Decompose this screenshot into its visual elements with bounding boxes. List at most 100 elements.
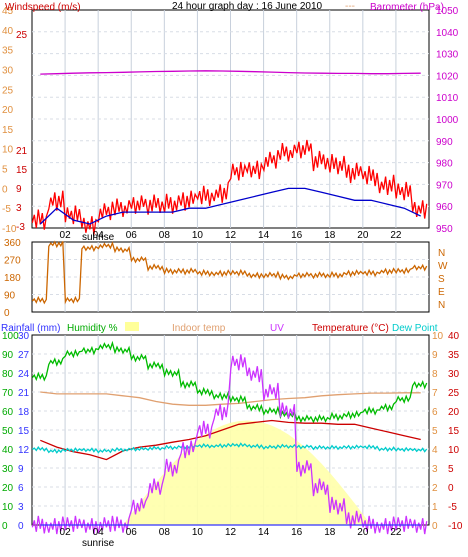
windspeed-tick-label: 30 [2, 65, 14, 76]
uv-tick-label: 8 [432, 369, 438, 380]
humidity-tick-label: 50 [2, 426, 14, 437]
x-tick-label: 08 [159, 527, 171, 538]
direction-tick-label: 180 [4, 273, 21, 284]
barometer-tick-label: 1050 [436, 6, 459, 17]
sunlight-area [123, 420, 372, 525]
windspeed-tick-label: 20 [2, 105, 14, 116]
barometer-tick-label: 1040 [436, 28, 459, 39]
temperature-tick-label: 15 [448, 426, 460, 437]
windspeed-tick-label: 15 [2, 125, 14, 136]
direction-tick-label: 360 [4, 238, 21, 249]
legend-rainfall: Rainfall (mm) [1, 323, 60, 334]
temperature-tick-label: -10 [448, 521, 463, 532]
x-tick-label: 20 [357, 230, 369, 241]
x-tick-label: 16 [291, 230, 303, 241]
legend-sun-swatch [125, 322, 139, 331]
barometer-tick-label: 990 [436, 137, 453, 148]
avg-wind-line [39, 187, 421, 225]
uv-line [31, 354, 428, 535]
uv-tick-label: 7 [432, 388, 438, 399]
x-tick-label: 08 [159, 230, 171, 241]
rain-tick-label: 3 [18, 502, 24, 513]
barometer-tick-label: 1020 [436, 71, 459, 82]
temperature-tick-label: 35 [448, 350, 460, 361]
legend-uv: UV [270, 323, 284, 334]
compass-label: E [438, 287, 445, 298]
windspeed-tick-label: 25 [2, 85, 14, 96]
temperature-tick-label: 0 [448, 483, 454, 494]
x-tick-label: 10 [192, 230, 204, 241]
rain-tick-label: 30 [18, 331, 30, 342]
temperature-line [40, 419, 421, 461]
sunrise-label-top: sunrise [82, 232, 115, 243]
barometer-tick-label: 1000 [436, 115, 459, 126]
rain-tick-label: 21 [18, 388, 30, 399]
x-tick-label: 04 [93, 527, 105, 538]
rain-tick-label: 18 [18, 407, 30, 418]
x-tick-label: 20 [357, 527, 369, 538]
humidity-tick-label: 20 [2, 483, 14, 494]
rain-tick-label: 0 [18, 521, 24, 532]
humidity-tick-label: 10 [2, 502, 14, 513]
barometer-tick-label: 1010 [436, 93, 459, 104]
windspeed-alt-tick-label: 9 [16, 184, 22, 195]
barometer-tick-label: 1030 [436, 50, 459, 61]
rain-tick-label: 12 [18, 445, 30, 456]
windspeed-tick-label: 35 [2, 46, 14, 57]
temperature-tick-label: 20 [448, 407, 460, 418]
rain-tick-label: 9 [18, 464, 24, 475]
x-tick-label: 06 [126, 230, 138, 241]
indoor-temp-line [40, 391, 421, 406]
x-tick-label: 14 [258, 527, 270, 538]
sunrise-label-bottom: sunrise [82, 538, 115, 549]
x-tick-label: 02 [60, 230, 72, 241]
uv-tick-label: 6 [432, 407, 438, 418]
x-tick-label: 16 [291, 527, 303, 538]
uv-tick-label: 10 [432, 331, 444, 342]
rain-tick-label: 15 [18, 426, 30, 437]
humidity-tick-label: 40 [2, 445, 14, 456]
compass-label: W [438, 261, 448, 272]
humidity-tick-label: 60 [2, 407, 14, 418]
humidity-tick-label: 30 [2, 464, 14, 475]
uv-tick-label: 1 [432, 502, 438, 513]
windspeed-tick-label: -5 [2, 204, 11, 215]
x-tick-label: 02 [60, 527, 72, 538]
uv-tick-label: 9 [432, 350, 438, 361]
legend-humidity: Humidity % [67, 323, 118, 334]
windspeed-tick-label: 10 [2, 145, 14, 156]
x-tick-label: 22 [390, 230, 402, 241]
dew-point-line [31, 442, 428, 454]
windspeed-tick-label: 0 [2, 184, 8, 195]
barometer-tick-label: 950 [436, 224, 453, 235]
uv-tick-label: 5 [432, 426, 438, 437]
barometer-axis-label: Barometer (hPa) [370, 2, 444, 13]
direction-tick-label: 0 [4, 308, 10, 319]
legend-indoor-temp: Indoor temp [172, 323, 226, 334]
x-tick-label: 10 [192, 527, 204, 538]
legend-dew-point: Dew Point [392, 323, 438, 334]
uv-tick-label: 0 [432, 521, 438, 532]
windspeed-alt-tick-label: -3 [16, 222, 25, 233]
windspeed-axis-label: Windspeed (m/s) [5, 2, 81, 13]
humidity-tick-label: 90 [2, 350, 14, 361]
windspeed-alt-tick-label: 21 [16, 146, 28, 157]
barometer-tick-label: 960 [436, 202, 453, 213]
sunlight-polygon [123, 420, 372, 525]
compass-label: S [438, 274, 445, 285]
windspeed-tick-label: -10 [2, 224, 17, 235]
humidity-tick-label: 0 [2, 521, 8, 532]
barometer-legend-dash: --- [345, 1, 355, 12]
temperature-tick-label: -5 [448, 502, 457, 513]
windspeed-tick-label: 5 [2, 165, 8, 176]
uv-tick-label: 4 [432, 445, 438, 456]
humidity-line [31, 340, 428, 424]
rain-tick-label: 6 [18, 483, 24, 494]
direction-tick-label: 270 [4, 256, 21, 267]
barometer-tick-label: 980 [436, 159, 453, 170]
temperature-tick-label: 25 [448, 388, 460, 399]
compass-label: N [438, 248, 445, 259]
legend-temperature: Temperature (°C) [312, 323, 389, 334]
